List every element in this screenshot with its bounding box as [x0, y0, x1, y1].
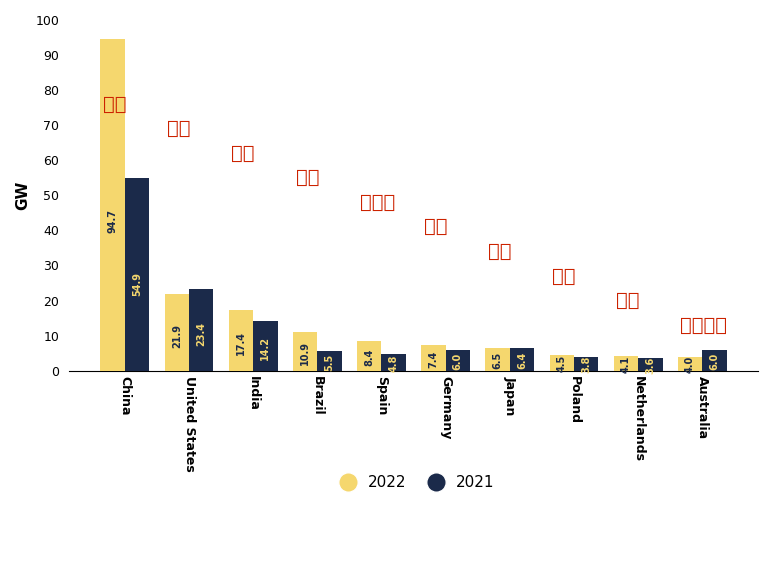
Text: 17.4: 17.4	[236, 331, 246, 355]
Text: 7.4: 7.4	[428, 350, 438, 367]
Bar	[421, 344, 446, 371]
Text: 6.5: 6.5	[492, 352, 502, 369]
Text: 日本: 日本	[488, 242, 512, 261]
Text: 4.8: 4.8	[389, 354, 399, 372]
Text: 波兰: 波兰	[552, 266, 576, 285]
Text: 中国: 中国	[103, 95, 127, 114]
Legend: 2022, 2021: 2022, 2021	[326, 469, 501, 496]
Text: 54.9: 54.9	[132, 272, 142, 296]
Text: 21.9: 21.9	[172, 324, 182, 348]
Bar	[165, 294, 189, 371]
Text: 印度: 印度	[231, 144, 255, 163]
Bar	[638, 358, 662, 371]
Bar	[357, 341, 382, 371]
Text: 10.9: 10.9	[300, 342, 310, 366]
Bar	[382, 354, 406, 371]
Bar	[574, 357, 598, 371]
Bar	[446, 350, 470, 371]
Bar	[189, 289, 213, 371]
Bar	[485, 348, 510, 371]
Text: 3.8: 3.8	[581, 356, 591, 373]
Text: 德国: 德国	[424, 217, 448, 236]
Bar	[254, 321, 278, 371]
Bar	[703, 350, 727, 371]
Text: 巴西: 巴西	[295, 168, 319, 187]
Text: 3.6: 3.6	[645, 356, 656, 374]
Text: 23.4: 23.4	[196, 322, 206, 346]
Text: 6.0: 6.0	[710, 352, 720, 370]
Text: 94.7: 94.7	[107, 209, 117, 233]
Bar	[614, 356, 638, 371]
Text: 澳大利亚: 澳大利亚	[680, 316, 727, 335]
Text: 6.0: 6.0	[453, 352, 463, 370]
Text: 4.0: 4.0	[685, 356, 695, 373]
Bar	[125, 178, 149, 371]
Text: 5.5: 5.5	[325, 354, 335, 371]
Text: 8.4: 8.4	[364, 348, 374, 366]
Text: 4.1: 4.1	[621, 355, 631, 373]
Bar	[229, 309, 254, 371]
Bar	[318, 351, 342, 371]
Bar	[100, 39, 125, 371]
Y-axis label: GW: GW	[15, 181, 30, 210]
Text: 4.5: 4.5	[557, 355, 567, 372]
Bar	[510, 348, 534, 371]
Text: 6.4: 6.4	[517, 352, 527, 369]
Bar	[293, 332, 318, 371]
Bar	[678, 356, 703, 371]
Text: 14.2: 14.2	[261, 336, 271, 361]
Text: 西班牙: 西班牙	[359, 193, 395, 212]
Bar	[550, 355, 574, 371]
Text: 美国: 美国	[167, 119, 191, 138]
Text: 荷兰: 荷兰	[616, 291, 640, 310]
